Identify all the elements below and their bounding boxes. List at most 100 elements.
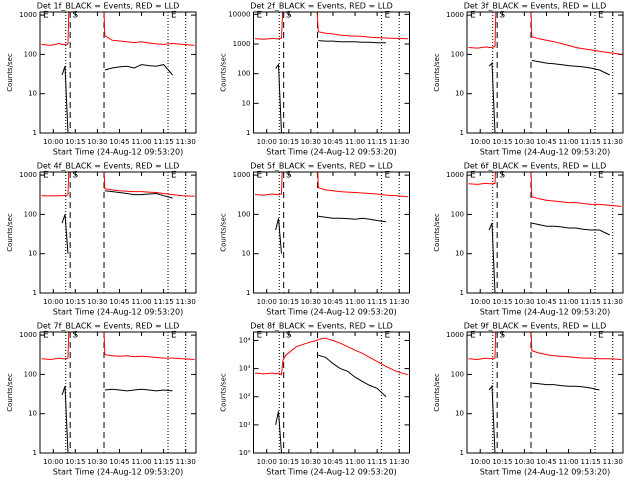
x-tick-label: 10:45 — [109, 458, 129, 466]
plot-frame — [253, 171, 410, 294]
x-tick-label: 10:30 — [301, 298, 321, 306]
plot-frame — [466, 331, 624, 454]
panel-title: Det 5f_BLACK = Events, RED = LLD — [250, 162, 393, 171]
annotation: S — [286, 171, 292, 181]
x-axis-label: Start Time (24-Aug-12 09:53:20) — [266, 148, 397, 157]
panel: Det 5f_BLACK = Events, RED = LLD Counts/s… — [220, 162, 410, 317]
y-tick-label: 10000 — [228, 10, 250, 18]
series-line — [488, 382, 600, 453]
x-tick-label: 11:00 — [558, 298, 578, 306]
x-axis-label: Start Time (24-Aug-12 09:53:20) — [480, 148, 611, 157]
x-tick-label: 10:00 — [470, 458, 490, 466]
x-tick-label: 11:15 — [581, 138, 601, 146]
x-axis-label: Start Time (24-Aug-12 09:53:20) — [266, 468, 397, 477]
x-tick-label: 10:00 — [257, 138, 277, 146]
annotation: E — [256, 331, 262, 341]
panel-title: Det 2f_BLACK = Events, RED = LLD — [250, 2, 393, 11]
y-tick-label: 1000 — [446, 171, 464, 179]
x-tick-label: 10:45 — [323, 458, 343, 466]
x-tick-label: 10:15 — [279, 138, 299, 146]
annotation: E — [171, 331, 177, 341]
x-tick-label: 10:15 — [65, 298, 85, 306]
series-line — [61, 386, 173, 453]
y-tick-label: 10⁴ — [239, 336, 251, 344]
y-tick-label: 1000 — [19, 331, 37, 339]
x-tick-label: 10:15 — [492, 298, 512, 306]
x-tick-label: 10:00 — [470, 298, 490, 306]
panel-title: Det 9f_BLACK = Events, RED = LLD — [464, 322, 607, 331]
panel-title: Det 6f_BLACK = Events, RED = LLD — [464, 162, 607, 171]
y-tick-label: 100 — [24, 210, 37, 218]
x-axis-label: Start Time (24-Aug-12 09:53:20) — [480, 468, 611, 477]
x-tick-label: 10:45 — [323, 298, 343, 306]
x-tick-label: 11:00 — [345, 298, 365, 306]
x-tick-label: 11:00 — [131, 458, 151, 466]
annotation: E — [43, 331, 49, 341]
x-tick-label: 11:15 — [154, 298, 174, 306]
panel: Det 9f_BLACK = Events, RED = LLD Counts/s… — [433, 322, 624, 477]
annotation: E — [171, 171, 177, 181]
x-tick-label: 11:15 — [367, 298, 387, 306]
y-axis-label: Counts/sec — [6, 53, 14, 92]
panel: Det 6f_BLACK = Events, RED = LLD Counts/s… — [433, 162, 624, 317]
plot-frame — [39, 171, 197, 294]
annotation: E — [470, 11, 476, 21]
annotation: E — [384, 11, 390, 21]
x-tick-label: 11:00 — [558, 138, 578, 146]
y-tick-label: 10 — [28, 250, 37, 258]
x-tick-label: 11:30 — [176, 298, 196, 306]
y-tick-label: 1000 — [233, 171, 251, 179]
series-line — [275, 40, 386, 133]
y-tick-label: 1 — [460, 129, 464, 137]
x-tick-label: 10:30 — [514, 298, 534, 306]
x-tick-label: 11:15 — [154, 138, 174, 146]
y-tick-label: 10 — [242, 250, 251, 258]
annotation: E — [598, 171, 604, 181]
x-tick-label: 11:15 — [367, 138, 387, 146]
panel-title: Det 1f_BLACK = Events, RED = LLD — [37, 2, 180, 11]
x-tick-label: 11:15 — [154, 458, 174, 466]
y-tick-label: 100 — [451, 370, 464, 378]
plot-frame — [466, 11, 624, 134]
x-tick-label: 10:00 — [470, 138, 490, 146]
x-tick-label: 11:15 — [581, 298, 601, 306]
x-tick-label: 11:30 — [603, 298, 623, 306]
y-tick-label: 10⁰ — [239, 449, 251, 457]
x-axis-label: Start Time (24-Aug-12 09:53:20) — [266, 308, 397, 317]
x-axis-label: Start Time (24-Aug-12 09:53:20) — [480, 308, 611, 317]
panel: Det 8f_BLACK = Events, RED = LLD Counts/s… — [220, 322, 410, 477]
annotation: E — [43, 171, 49, 181]
y-tick-label: 10 — [455, 410, 464, 418]
y-tick-label: 100 — [237, 70, 250, 78]
x-tick-label: 10:15 — [279, 298, 299, 306]
x-tick-label: 11:30 — [603, 138, 623, 146]
annotation: S — [72, 171, 78, 181]
y-tick-label: 1000 — [19, 171, 37, 179]
y-tick-label: 100 — [451, 50, 464, 58]
x-tick-label: 11:30 — [389, 458, 409, 466]
plot-frame — [466, 171, 624, 294]
x-tick-label: 10:30 — [87, 298, 107, 306]
x-tick-label: 10:15 — [279, 458, 299, 466]
panel: Det 4f_BLACK = Events, RED = LLD Counts/s… — [6, 162, 197, 317]
series-line — [254, 337, 409, 376]
y-tick-label: 1 — [33, 129, 37, 137]
y-tick-label: 10 — [28, 410, 37, 418]
x-tick-label: 11:00 — [131, 298, 151, 306]
y-tick-label: 1000 — [446, 331, 464, 339]
x-axis-label: Start Time (24-Aug-12 09:53:20) — [53, 148, 184, 157]
y-axis-label: Counts/sec — [433, 373, 441, 412]
y-tick-label: 1 — [33, 289, 37, 297]
plot-frame — [253, 11, 410, 134]
panel: Det 7f_BLACK = Events, RED = LLD Counts/s… — [6, 322, 197, 477]
y-tick-label: 10 — [455, 250, 464, 258]
series-line — [41, 332, 195, 361]
y-tick-label: 1 — [246, 129, 250, 137]
x-tick-label: 10:45 — [536, 298, 556, 306]
x-tick-label: 11:00 — [345, 458, 365, 466]
annotation: E — [43, 11, 49, 21]
series-line — [254, 12, 409, 40]
panel-title: Det 3f_BLACK = Events, RED = LLD — [464, 2, 607, 11]
y-axis-label: Counts/sec — [220, 213, 228, 252]
series-line — [468, 172, 622, 207]
